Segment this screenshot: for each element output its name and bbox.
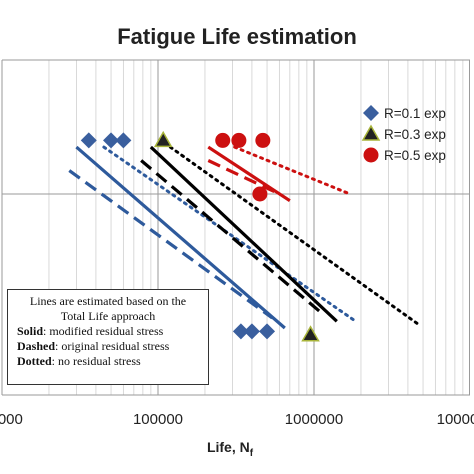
marker-diamond-2 xyxy=(115,132,132,149)
note-line-2: Total Life approach xyxy=(60,309,156,323)
x-axis-label: Life, Nf xyxy=(207,439,254,459)
fit-line-solid-3 xyxy=(149,145,338,323)
marker-circle-1 xyxy=(231,132,247,148)
note-line-1: Lines are estimated based on the xyxy=(29,294,187,308)
legend-marker-0 xyxy=(363,105,379,121)
x-tick-label-0: 10000 xyxy=(0,411,23,428)
fit-line-solid-6 xyxy=(207,145,291,203)
fit-line-dashed-7 xyxy=(207,159,281,196)
x-tick-label-3: 10000000 xyxy=(437,411,474,428)
marker-diamond-0 xyxy=(80,132,97,149)
legend: R=0.1 exp R=0.3 exp R=0.5 exp xyxy=(361,105,446,163)
marker-diamond-3 xyxy=(232,323,249,340)
legend-label-2: R=0.5 exp xyxy=(384,148,446,163)
note-dashed: Dashed: original residual stress xyxy=(17,339,170,353)
x-tick-labels: 10000 100000 1000000 10000000 xyxy=(0,411,474,428)
marker-circle-3 xyxy=(252,186,268,202)
fit-line-dotted-8 xyxy=(233,145,352,196)
legend-marker-2 xyxy=(363,147,379,163)
fit-line-dotted-2 xyxy=(102,145,358,323)
fit-line-dotted-5 xyxy=(168,145,421,327)
marker-triangle-0 xyxy=(153,130,173,148)
data-markers xyxy=(80,130,320,342)
marker-diamond-5 xyxy=(259,323,276,340)
note-solid: Solid: modified residual stress xyxy=(17,324,164,338)
x-tick-label-2: 1000000 xyxy=(285,411,343,428)
note-dotted: Dotted: no residual stress xyxy=(17,354,141,368)
legend-label-0: R=0.1 exp xyxy=(384,106,446,121)
marker-triangle-1 xyxy=(301,325,320,342)
fit-lines xyxy=(68,145,421,330)
marker-circle-0 xyxy=(215,132,231,148)
fit-line-dashed-1 xyxy=(68,169,274,320)
marker-diamond-4 xyxy=(243,323,260,340)
method-note: Lines are estimated based on the Total L… xyxy=(7,289,209,385)
legend-marker-1 xyxy=(361,124,381,141)
fit-line-solid-0 xyxy=(75,145,286,330)
legend-label-1: R=0.3 exp xyxy=(384,127,446,142)
x-tick-label-1: 100000 xyxy=(133,411,183,428)
marker-diamond-1 xyxy=(103,132,120,149)
marker-circle-2 xyxy=(255,132,271,148)
chart-title: Fatigue Life estimation xyxy=(117,24,357,49)
